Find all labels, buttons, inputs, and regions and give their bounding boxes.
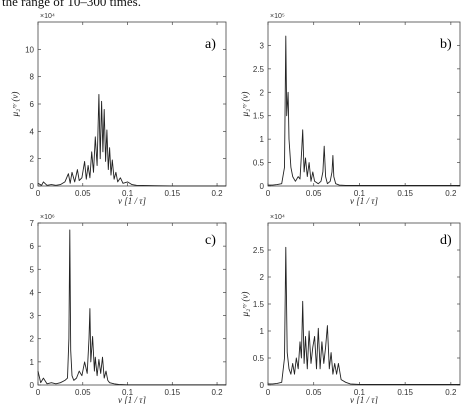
y-tick-label: 7 [30,219,35,228]
y-tick-label: 8 [30,73,35,82]
y-tick-label: 3 [30,312,35,321]
caption-fragment: the range of 10–300 times. [2,0,141,9]
y-exponent-label: ×10⁵ [270,13,285,20]
x-tick-label: 0.05 [306,189,322,198]
y-tick-label: 3 [260,41,265,50]
y-tick-label: 4 [30,288,35,297]
chart-panel-d: 0 0.05 0.1 0.15 0.2 0 0.5 1 1.5 2 2.5 ×10⁴ d) ν [1 / … [240,214,461,404]
x-tick-label: 0.2 [211,388,223,397]
panel-label: d) [440,233,452,248]
x-tick-label: 0.05 [75,388,91,397]
y-tick-label: 1 [30,358,35,367]
y-axis-label: μ₂ˣʸ (ν) [10,92,20,118]
y-tick-label: 0.5 [253,354,265,363]
y-tick-label: 2 [260,273,265,282]
axes-box [37,21,227,187]
y-tick-label: 6 [30,242,35,251]
x-axis-label: ν [1 / τ] [118,196,146,206]
x-axis-label: ν [1 / τ] [350,196,378,206]
y-tick-label: 1 [260,135,265,144]
y-axis-label: μ₂ˣʸ (ν) [240,292,250,318]
x-tick-label: 0.15 [397,388,413,397]
chart-panel-b: 0 0.05 0.1 0.15 0.2 0 0.5 1 1.5 2 2.5 3 ×10⁵ b) ν [1 /… [240,13,461,206]
chart-panel-a: 0 0.05 0.1 0.15 0.2 0 2 4 6 8 10 ×10⁴ a) ν [1 / τ] μ₂ˣ… [10,13,227,206]
x-tick-label: 0.1 [122,388,134,397]
y-tick-label: 1 [260,327,265,336]
x-tick-label: 0 [266,388,271,397]
y-tick-label: 0 [260,182,265,191]
y-tick-label: 0.5 [253,159,265,168]
x-tick-label: 0.2 [211,189,223,198]
axes-box [267,21,461,187]
y-exponent-label: ×10⁴ [270,214,285,221]
y-tick-label: 10 [25,45,34,54]
chart-panel-c: 0 0.05 0.1 0.15 0.2 0 1 2 3 4 5 6 7 ×10⁶ c) ν [1 / τ] [30,214,227,404]
x-tick-label: 0 [36,388,41,397]
axes-box [37,222,227,386]
panel-label: a) [205,37,216,52]
x-tick-label: 0.2 [445,189,457,198]
y-tick-label: 2 [30,155,35,164]
y-tick-label: 4 [30,127,35,136]
x-tick-label: 0.15 [164,189,180,198]
x-axis-label: ν [1 / τ] [118,395,146,404]
spectrum-line [268,35,460,186]
x-tick-label: 0.05 [306,388,322,397]
y-axis-label: μ₂ˣʸ (ν) [240,92,250,118]
y-tick-label: 2 [30,335,35,344]
y-tick-label: 2.5 [253,65,265,74]
y-tick-label: 1.5 [253,300,265,309]
y-tick-label: 1.5 [253,112,265,121]
y-tick-label: 2.5 [253,246,265,255]
x-tick-label: 0.1 [122,189,134,198]
x-axis-label: ν [1 / τ] [350,395,378,404]
x-tick-label: 0.1 [354,388,366,397]
x-tick-label: 0.15 [397,189,413,198]
x-tick-label: 0 [266,189,271,198]
y-tick-label: 0 [260,381,265,390]
y-tick-label: 2 [260,88,265,97]
panel-label: b) [440,37,452,52]
x-tick-label: 0.15 [164,388,180,397]
x-tick-label: 0.2 [445,388,457,397]
y-exponent-label: ×10⁴ [40,13,55,20]
spectrum-line [37,229,226,386]
y-exponent-label: ×10⁶ [40,214,55,221]
x-tick-label: 0.05 [75,189,91,198]
y-tick-label: 5 [30,265,35,274]
spectrum-line [37,93,226,187]
panel-label: c) [205,233,216,248]
spectrum-line [268,246,460,385]
y-tick-label: 6 [30,100,35,109]
y-tick-label: 0 [30,182,35,191]
x-tick-label: 0 [36,189,41,198]
y-tick-label: 0 [30,381,35,390]
x-tick-label: 0.1 [354,189,366,198]
